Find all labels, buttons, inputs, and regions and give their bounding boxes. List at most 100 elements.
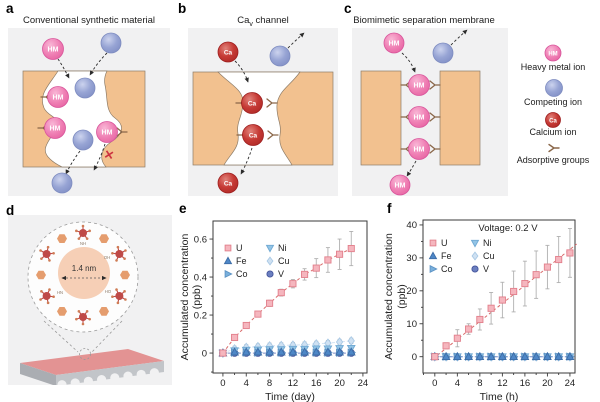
svg-text:HM: HM: [414, 83, 425, 90]
svg-text:V: V: [278, 269, 284, 279]
svg-text:0: 0: [432, 378, 437, 389]
membrane-wall-left: [360, 70, 402, 166]
panel-a-title: Conventional synthetic material: [22, 15, 155, 26]
svg-text:Co: Co: [236, 269, 248, 279]
pore-opening: [58, 247, 110, 299]
chart-f: 0 4 8 12 16 20 24 0 10 20 30 40 Time (h) Accumulated …: [383, 219, 578, 402]
svg-text:HM: HM: [53, 95, 64, 102]
svg-text:20: 20: [334, 378, 345, 389]
svg-text:U: U: [441, 238, 448, 248]
svg-text:0.4: 0.4: [194, 272, 207, 283]
svg-text:Time (day): Time (day): [265, 391, 315, 402]
svg-text:OH: OH: [104, 255, 110, 260]
svg-text:HM: HM: [414, 147, 425, 154]
legend-adsorptive-groups-label: Adsorptive groups: [516, 155, 590, 165]
svg-text:Co: Co: [441, 264, 453, 274]
svg-text:0: 0: [412, 352, 417, 363]
competing-ions: [51, 32, 122, 194]
svg-text:8: 8: [477, 378, 482, 389]
competing-ion: [269, 45, 291, 67]
svg-text:0: 0: [202, 348, 207, 359]
svg-text:40: 40: [406, 220, 417, 231]
svg-text:4: 4: [244, 378, 249, 389]
ion-flow-arrows: [234, 32, 305, 175]
svg-text:Voltage: 0.2 V: Voltage: 0.2 V: [478, 223, 538, 234]
svg-text:Time (h): Time (h): [480, 391, 519, 402]
svg-text:Cu: Cu: [278, 256, 290, 266]
membrane-wall-right: [439, 70, 481, 166]
panel-d-letter: d: [6, 203, 15, 218]
svg-text:Fe: Fe: [236, 256, 247, 266]
svg-text:24: 24: [565, 378, 576, 389]
heavy-metal-ions: HM HM HM HM: [42, 38, 118, 143]
calcium-ions: Ca Ca Ca Ca: [217, 41, 264, 194]
svg-text:24: 24: [358, 378, 369, 389]
blocked-cross-icon: ✕: [103, 147, 116, 163]
svg-text:16: 16: [311, 378, 322, 389]
svg-text:HM: HM: [102, 130, 113, 137]
svg-text:(ppb): (ppb): [191, 285, 203, 310]
svg-text:HM: HM: [395, 183, 406, 190]
svg-text:HM: HM: [50, 126, 61, 133]
svg-text:HM: HM: [389, 41, 400, 48]
panel-f-letter: f: [387, 201, 392, 216]
svg-text:30: 30: [406, 253, 417, 264]
svg-text:NH: NH: [80, 241, 86, 246]
svg-text:8: 8: [267, 378, 272, 389]
svg-text:Fe: Fe: [441, 251, 452, 261]
pore-size-label: 1.4 nm: [72, 264, 97, 273]
svg-text:Cu: Cu: [483, 251, 495, 261]
chart-e: 0 4 8 12 16 20 24 0 0.2 0.4 0.6 Time (day) Accumulat…: [179, 220, 369, 402]
svg-text:20: 20: [542, 378, 553, 389]
svg-text:HM: HM: [548, 51, 557, 57]
svg-text:U: U: [236, 243, 243, 253]
ion-flow-arrows: [57, 52, 108, 175]
svg-text:4: 4: [455, 378, 460, 389]
panel-a-letter: a: [6, 1, 14, 16]
heavy-metal-ion-icon: HM: [544, 44, 562, 62]
svg-text:Ni: Ni: [483, 238, 492, 248]
svg-text:Ca: Ca: [549, 118, 557, 124]
svg-text:HN: HN: [57, 290, 63, 295]
competing-ion: [432, 42, 454, 64]
svg-text:0.6: 0.6: [194, 234, 207, 245]
molecular-ring: [36, 224, 130, 326]
magnifier-taper: [43, 320, 123, 360]
panel-b-title: Cav channel: [237, 15, 289, 28]
legend-competing-ion-label: Competing ion: [523, 97, 583, 107]
svg-text:Accumulated concentration: Accumulated concentration: [179, 234, 191, 361]
panel-c-letter: c: [344, 1, 352, 16]
panel-d-illustration: 1.4 nm NH OH HN HO: [8, 215, 172, 385]
svg-text:0: 0: [220, 378, 225, 389]
panel-c-title: Biomimetic separation membrane: [353, 15, 495, 26]
panel-b-illustration: Ca Ca Ca Ca: [188, 28, 338, 196]
svg-text:Ni: Ni: [278, 243, 287, 253]
svg-text:Ca: Ca: [249, 133, 258, 140]
panel-c-illustration: HM HM HM HM HM: [352, 28, 508, 196]
svg-text:0.2: 0.2: [194, 310, 207, 321]
svg-text:Ca: Ca: [224, 50, 233, 57]
membrane-slab: [20, 349, 164, 385]
legend-calcium-ion-label: Calcium ion: [529, 127, 577, 137]
calcium-ion-icon: Ca: [545, 112, 561, 128]
adsorptive-groups-icon: [548, 143, 560, 153]
svg-text:V: V: [483, 264, 489, 274]
svg-text:(ppb): (ppb): [396, 284, 408, 309]
svg-text:Ca: Ca: [224, 181, 233, 188]
svg-text:10: 10: [406, 319, 417, 330]
legend-heavy-metal-label: Heavy metal ion: [520, 62, 586, 72]
panel-b-letter: b: [178, 1, 187, 16]
panel-a-illustration: HM HM HM HM ✕: [8, 28, 170, 196]
svg-text:12: 12: [288, 378, 299, 389]
svg-text:HM: HM: [414, 115, 425, 122]
svg-text:Ca: Ca: [248, 101, 257, 108]
ion-flow-arrows: [401, 29, 468, 177]
panel-e-letter: e: [179, 201, 187, 216]
svg-text:HM: HM: [48, 47, 59, 54]
competing-ion-icon: [545, 79, 563, 97]
chem-labels: NH OH HN HO: [57, 241, 112, 295]
svg-text:12: 12: [497, 378, 508, 389]
svg-text:Accumulated concentration: Accumulated concentration: [383, 233, 395, 360]
heavy-metal-ions: HM HM HM HM HM: [383, 32, 430, 196]
